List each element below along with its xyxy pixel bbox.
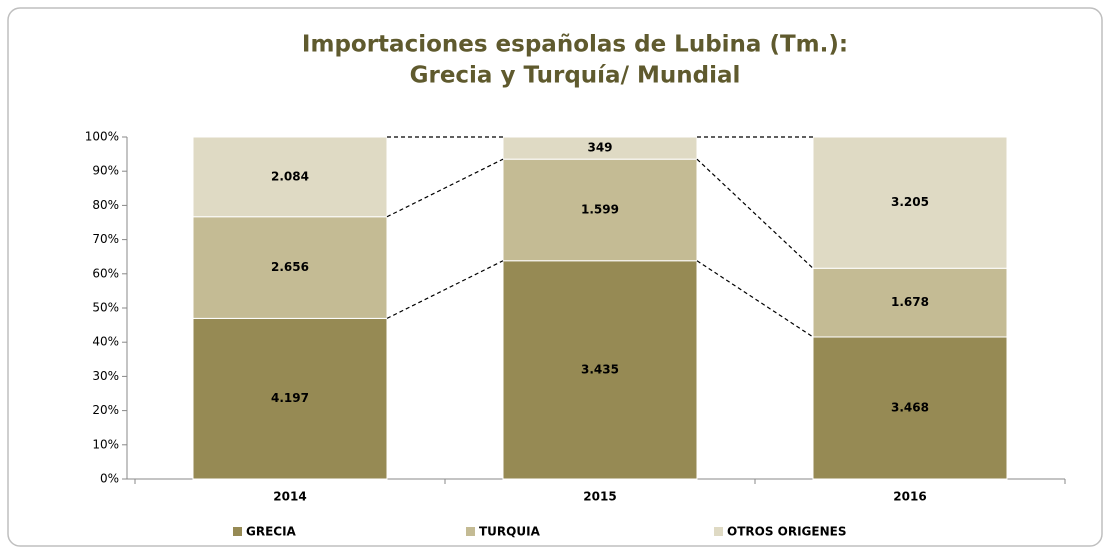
x-tick-label: 2014: [273, 490, 306, 504]
bar-segment: [812, 267, 1008, 338]
data-label: 3.468: [891, 400, 929, 414]
data-label: 349: [587, 141, 612, 155]
y-tick-label: 60%: [92, 266, 119, 280]
bar-segment: [812, 336, 1008, 480]
connector: [386, 260, 504, 319]
bar-segment: [192, 317, 388, 480]
bar-segment: [192, 136, 388, 218]
data-label: 2.084: [271, 169, 309, 183]
bar-segment: [192, 216, 388, 319]
y-tick-label: 20%: [92, 403, 119, 417]
data-label: 1.599: [581, 202, 619, 216]
bar-segment: [502, 260, 698, 480]
data-label: 2.656: [271, 260, 309, 274]
y-tick-label: 70%: [92, 232, 119, 246]
y-tick-label: 50%: [92, 301, 119, 315]
data-label: 4.197: [271, 391, 309, 405]
x-tick-label: 2015: [583, 490, 616, 504]
y-tick-label: 90%: [92, 164, 119, 178]
y-tick-label: 0%: [100, 472, 119, 486]
legend-label: GRECIA: [246, 525, 297, 539]
legend-swatch: [233, 527, 242, 536]
data-label: 3.205: [891, 195, 929, 209]
legend-swatch: [714, 527, 723, 536]
legend-swatch: [466, 527, 475, 536]
y-tick-label: 10%: [92, 437, 119, 451]
connector: [696, 260, 814, 338]
legend-label: OTROS ORIGENES: [727, 525, 846, 539]
y-tick-label: 30%: [92, 369, 119, 383]
connector: [386, 158, 504, 218]
y-tick-label: 80%: [92, 198, 119, 212]
connector: [696, 158, 814, 269]
bar-segment: [502, 136, 698, 160]
legend-label: TURQUIA: [479, 525, 541, 539]
data-label: 3.435: [581, 362, 619, 376]
x-tick-label: 2016: [893, 490, 926, 504]
y-tick-label: 40%: [92, 335, 119, 349]
y-tick-label: 100%: [85, 130, 119, 144]
bar-segment: [502, 158, 698, 262]
chart-title: Importaciones españolas de Lubina (Tm.):: [302, 32, 848, 58]
bar-segment: [812, 136, 1008, 269]
chart-title: Grecia y Turquía/ Mundial: [410, 63, 741, 89]
data-label: 1.678: [891, 295, 929, 309]
